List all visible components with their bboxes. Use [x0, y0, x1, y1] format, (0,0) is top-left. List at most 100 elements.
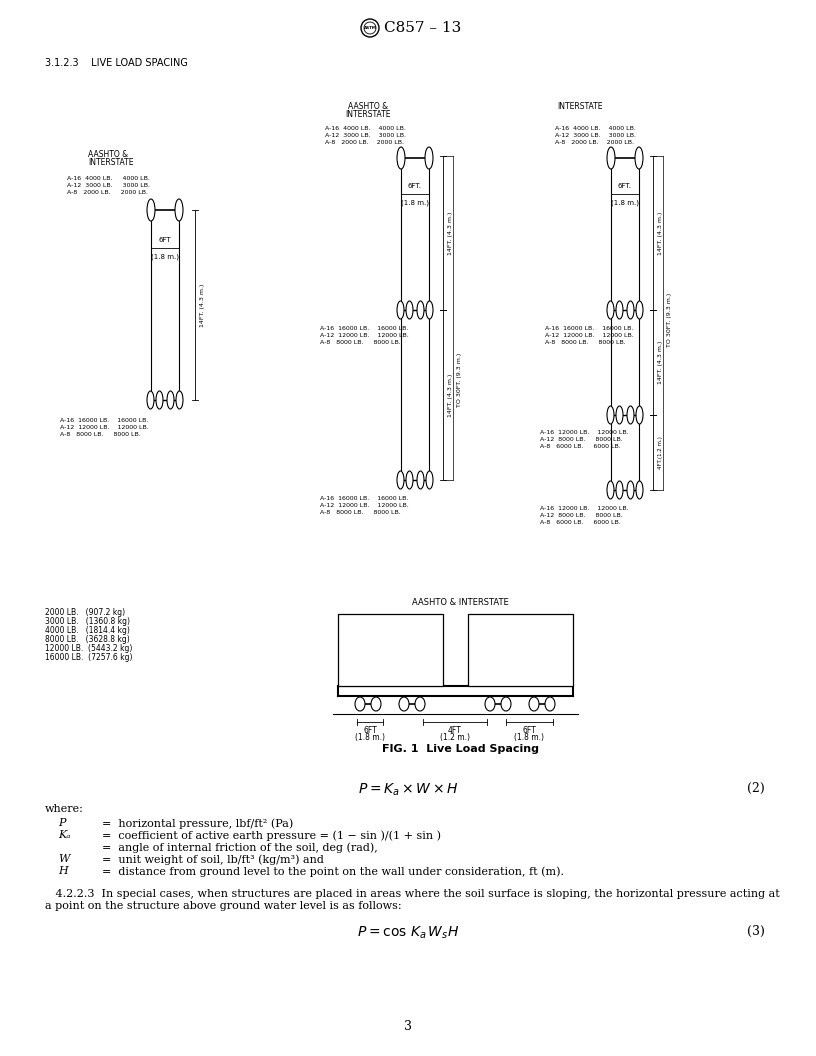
- Text: AASHTO & INTERSTATE: AASHTO & INTERSTATE: [411, 598, 508, 607]
- Ellipse shape: [147, 391, 154, 409]
- Text: =  angle of internal friction of the soil, deg (rad),: = angle of internal friction of the soil…: [102, 842, 378, 852]
- Text: TO 30FT. (9.3 m.): TO 30FT. (9.3 m.): [667, 293, 672, 347]
- Ellipse shape: [355, 697, 365, 711]
- Text: A-12  3000 LB.     3000 LB.: A-12 3000 LB. 3000 LB.: [67, 183, 150, 188]
- Text: A-8   8000 LB.     8000 LB.: A-8 8000 LB. 8000 LB.: [320, 340, 401, 345]
- Text: 14FT. (4.3 m.): 14FT. (4.3 m.): [658, 211, 663, 254]
- Text: 12000 LB.  (5443.2 kg): 12000 LB. (5443.2 kg): [45, 644, 132, 653]
- Text: =  coefficient of active earth pressure = (1 − sin )/(1 + sin ): = coefficient of active earth pressure =…: [102, 830, 441, 841]
- Text: =  distance from ground level to the point on the wall under consideration, ft (: = distance from ground level to the poin…: [102, 866, 564, 876]
- Text: A-8   8000 LB.     8000 LB.: A-8 8000 LB. 8000 LB.: [545, 340, 626, 345]
- Ellipse shape: [415, 697, 425, 711]
- Text: H: H: [58, 866, 68, 876]
- Text: 6FT: 6FT: [158, 237, 171, 243]
- Text: A-16  16000 LB.    16000 LB.: A-16 16000 LB. 16000 LB.: [60, 418, 149, 423]
- Text: 4FT.(1.2 m.): 4FT.(1.2 m.): [658, 436, 663, 469]
- Text: A-12  3000 LB.    3000 LB.: A-12 3000 LB. 3000 LB.: [555, 133, 636, 138]
- Ellipse shape: [417, 301, 424, 319]
- Text: $P = \cos\, K_a\, W_s H$: $P = \cos\, K_a\, W_s H$: [357, 925, 459, 941]
- Text: A-8   2000 LB.     2000 LB.: A-8 2000 LB. 2000 LB.: [67, 190, 148, 195]
- Text: INTERSTATE: INTERSTATE: [557, 102, 603, 111]
- Text: 6FT.: 6FT.: [408, 183, 422, 189]
- Text: 4FT: 4FT: [448, 727, 462, 735]
- Ellipse shape: [175, 199, 183, 221]
- Text: where:: where:: [45, 804, 84, 814]
- Text: A-16  4000 LB.    4000 LB.: A-16 4000 LB. 4000 LB.: [325, 126, 406, 131]
- Text: A-12  12000 LB.    12000 LB.: A-12 12000 LB. 12000 LB.: [545, 333, 634, 338]
- Ellipse shape: [397, 301, 404, 319]
- Ellipse shape: [426, 301, 433, 319]
- Text: 16000 LB.  (7257.6 kg): 16000 LB. (7257.6 kg): [45, 653, 132, 662]
- Ellipse shape: [627, 301, 634, 319]
- Ellipse shape: [501, 697, 511, 711]
- Ellipse shape: [167, 391, 174, 409]
- Text: (1.8 m.): (1.8 m.): [611, 199, 639, 206]
- Text: A-12  12000 LB.    12000 LB.: A-12 12000 LB. 12000 LB.: [320, 503, 409, 508]
- Text: =  horizontal pressure, lbf/ft² (Pa): = horizontal pressure, lbf/ft² (Pa): [102, 818, 293, 829]
- Text: 3: 3: [404, 1020, 412, 1033]
- Text: (2): (2): [747, 782, 765, 795]
- Ellipse shape: [607, 301, 614, 319]
- Text: =  unit weight of soil, lb/ft³ (kg/m³) and: = unit weight of soil, lb/ft³ (kg/m³) an…: [102, 854, 324, 865]
- Bar: [468, 614, 573, 686]
- Bar: [338, 614, 442, 686]
- Text: AASHTO &: AASHTO &: [88, 150, 128, 159]
- Text: FIG. 1  Live Load Spacing: FIG. 1 Live Load Spacing: [382, 744, 539, 754]
- Text: A-16  12000 LB.    12000 LB.: A-16 12000 LB. 12000 LB.: [540, 430, 628, 435]
- Ellipse shape: [426, 471, 433, 489]
- Text: A-16  16000 LB.    16000 LB.: A-16 16000 LB. 16000 LB.: [545, 326, 633, 331]
- Ellipse shape: [607, 147, 615, 169]
- Ellipse shape: [406, 471, 413, 489]
- Text: a point on the structure above ground water level is as follows:: a point on the structure above ground wa…: [45, 901, 401, 911]
- Ellipse shape: [406, 301, 413, 319]
- Ellipse shape: [616, 406, 623, 425]
- Ellipse shape: [545, 697, 555, 711]
- Text: C857 – 13: C857 – 13: [384, 21, 461, 35]
- Text: 8000 LB.   (3628.8 kg): 8000 LB. (3628.8 kg): [45, 635, 130, 644]
- Ellipse shape: [636, 406, 643, 425]
- Text: 3.1.2.3    LIVE LOAD SPACING: 3.1.2.3 LIVE LOAD SPACING: [45, 58, 188, 68]
- Text: 6FT.: 6FT.: [618, 183, 632, 189]
- Text: 6FT: 6FT: [522, 727, 536, 735]
- Text: A-16  16000 LB.    16000 LB.: A-16 16000 LB. 16000 LB.: [320, 326, 408, 331]
- Text: (1.8 m.): (1.8 m.): [151, 253, 179, 260]
- Text: ASTM: ASTM: [363, 26, 376, 30]
- Text: A-16  16000 LB.    16000 LB.: A-16 16000 LB. 16000 LB.: [320, 496, 408, 501]
- Ellipse shape: [607, 406, 614, 425]
- Text: A-12  12000 LB.    12000 LB.: A-12 12000 LB. 12000 LB.: [60, 425, 149, 430]
- Text: A-12  12000 LB.    12000 LB.: A-12 12000 LB. 12000 LB.: [320, 333, 409, 338]
- Text: INTERSTATE: INTERSTATE: [88, 158, 134, 167]
- Text: 4.2.2.3  In special cases, when structures are placed in areas where the soil su: 4.2.2.3 In special cases, when structure…: [45, 889, 780, 899]
- Text: A-16  12000 LB.    12000 LB.: A-16 12000 LB. 12000 LB.: [540, 506, 628, 511]
- Ellipse shape: [176, 391, 183, 409]
- Text: (3): (3): [747, 925, 765, 938]
- Text: A-8   2000 LB.    2000 LB.: A-8 2000 LB. 2000 LB.: [555, 140, 634, 145]
- Text: 6FT: 6FT: [363, 727, 377, 735]
- Text: (1.8 m.): (1.8 m.): [515, 733, 544, 742]
- Text: A-12  3000 LB.    3000 LB.: A-12 3000 LB. 3000 LB.: [325, 133, 406, 138]
- Text: 14FT. (4.3 m.): 14FT. (4.3 m.): [658, 341, 663, 384]
- Text: A-16  4000 LB.     4000 LB.: A-16 4000 LB. 4000 LB.: [67, 176, 150, 181]
- Ellipse shape: [627, 480, 634, 499]
- Text: 14FT. (4.3 m.): 14FT. (4.3 m.): [200, 283, 205, 326]
- Text: A-8   2000 LB.    2000 LB.: A-8 2000 LB. 2000 LB.: [325, 140, 404, 145]
- Ellipse shape: [616, 480, 623, 499]
- Text: A-8   8000 LB.     8000 LB.: A-8 8000 LB. 8000 LB.: [60, 432, 140, 437]
- Ellipse shape: [636, 301, 643, 319]
- Text: P: P: [58, 818, 65, 828]
- Ellipse shape: [616, 301, 623, 319]
- Text: 14FT. (4.3 m.): 14FT. (4.3 m.): [448, 211, 453, 254]
- Text: A-8   6000 LB.     6000 LB.: A-8 6000 LB. 6000 LB.: [540, 444, 621, 449]
- Ellipse shape: [425, 147, 433, 169]
- Ellipse shape: [156, 391, 163, 409]
- Text: 2000 LB.   (907.2 kg): 2000 LB. (907.2 kg): [45, 608, 125, 617]
- Text: (1.8 m.): (1.8 m.): [401, 199, 429, 206]
- Text: (1.8 m.): (1.8 m.): [355, 733, 385, 742]
- Ellipse shape: [635, 147, 643, 169]
- Ellipse shape: [529, 697, 539, 711]
- Ellipse shape: [485, 697, 495, 711]
- Ellipse shape: [399, 697, 409, 711]
- Ellipse shape: [397, 147, 405, 169]
- Ellipse shape: [627, 406, 634, 425]
- Text: INTERSTATE: INTERSTATE: [345, 110, 391, 119]
